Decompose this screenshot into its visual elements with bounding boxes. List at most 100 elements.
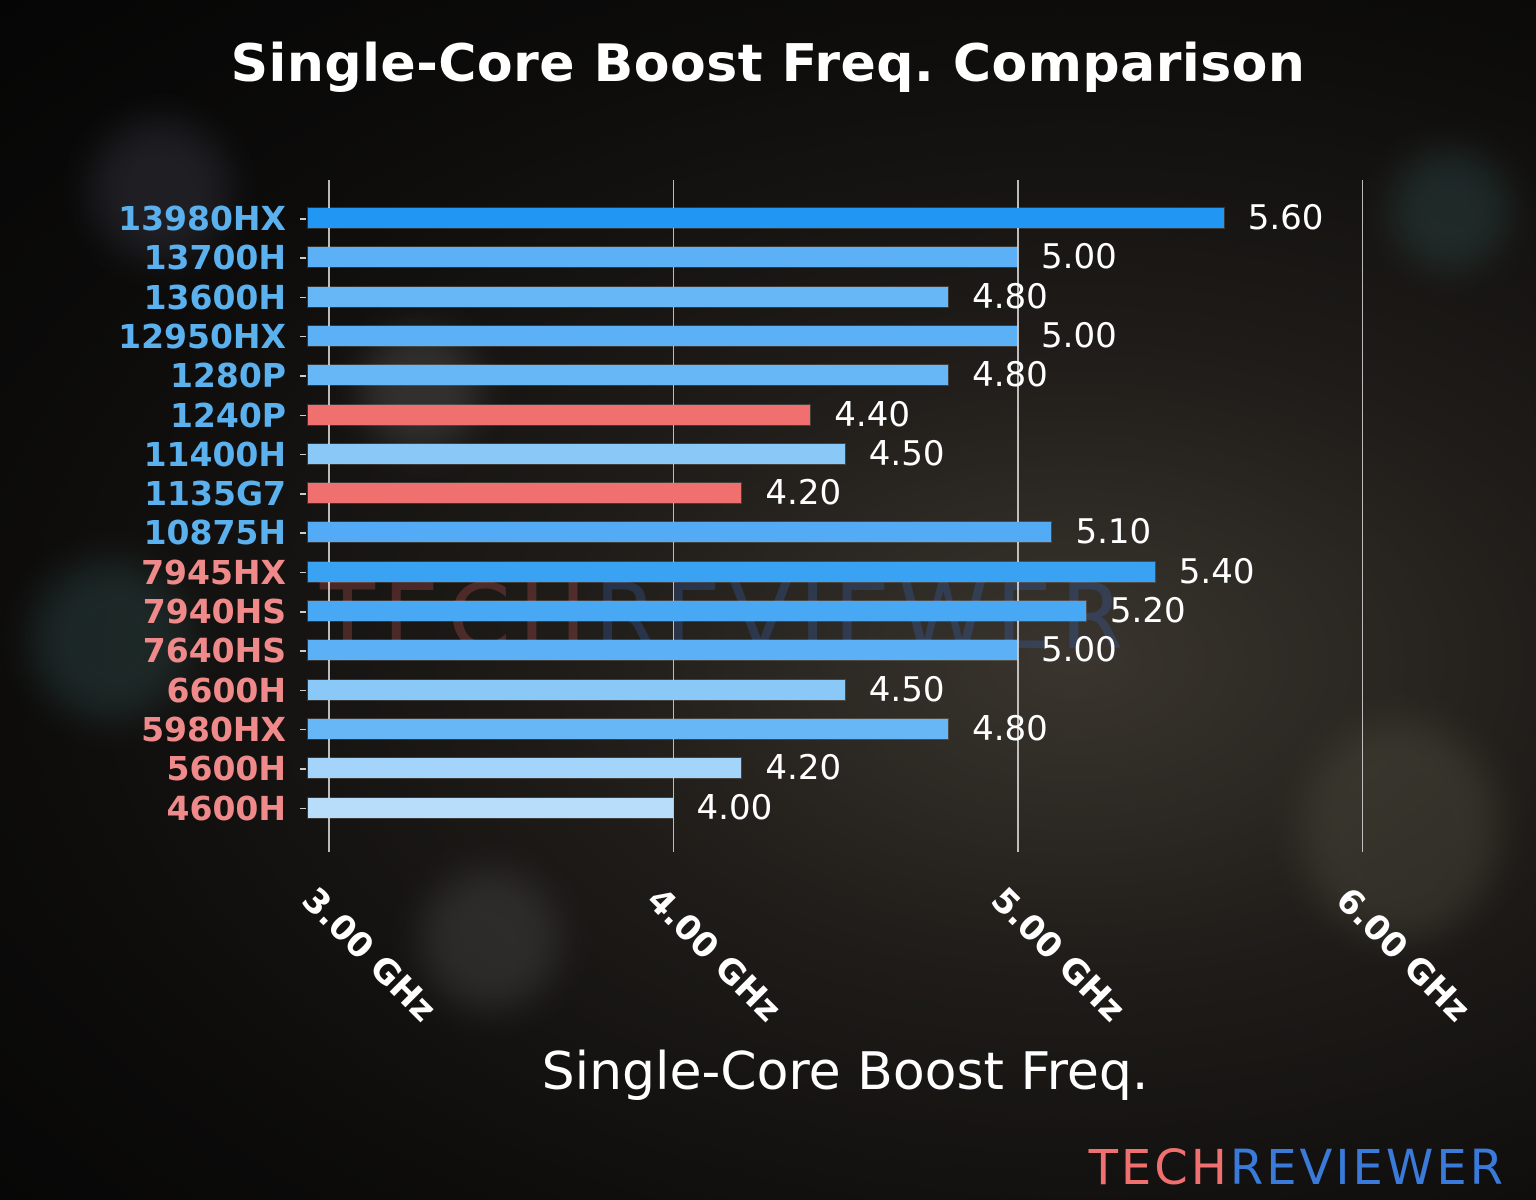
category-label: 5980HX <box>141 709 286 749</box>
value-label: 5.00 <box>1041 237 1117 278</box>
bar <box>308 208 1224 228</box>
y-tick <box>300 768 306 770</box>
value-label: 5.00 <box>1041 630 1117 671</box>
bar-row: 11400H 4.50 <box>0 433 1536 474</box>
value-label: 4.50 <box>868 669 945 710</box>
bar-row: 7640HS 5.00 <box>0 630 1536 671</box>
bar <box>308 483 742 504</box>
y-tick <box>300 807 306 809</box>
bar-row: 13600H 4.80 <box>0 276 1536 317</box>
background-bokeh <box>30 560 190 720</box>
value-label: 4.40 <box>834 394 910 435</box>
y-tick <box>300 335 306 338</box>
bar <box>308 561 1155 582</box>
category-label: 10875H <box>143 513 286 553</box>
gridline <box>1017 180 1019 852</box>
y-tick <box>300 728 306 731</box>
y-tick <box>300 414 306 416</box>
bar <box>308 443 845 464</box>
x-tick-label: 6.00 GHz <box>1327 880 1478 1030</box>
category-label: 7640HS <box>142 631 286 671</box>
brand-tech: TECH <box>1088 1140 1230 1196</box>
bar <box>308 679 845 700</box>
bar-row: 1240P 4.40 <box>0 394 1536 435</box>
bar-row: 13700H 5.00 <box>0 237 1536 278</box>
background-bokeh <box>90 120 230 260</box>
bar-row: 1135G7 4.20 <box>0 473 1536 514</box>
value-label: 4.80 <box>972 276 1048 317</box>
y-tick <box>300 611 306 613</box>
category-label: 7940HS <box>142 592 286 631</box>
y-tick <box>300 689 306 692</box>
background-bokeh <box>1390 150 1510 270</box>
chart-title: Single-Core Boost Freq. Comparison <box>230 34 1306 94</box>
bar-row: 10875H 5.10 <box>0 512 1536 553</box>
x-tick-label: 5.00 GHz <box>982 880 1133 1030</box>
bar <box>308 365 949 386</box>
gridline <box>1361 180 1363 852</box>
bar-row: 6600H 4.50 <box>0 669 1536 710</box>
brand-reviewer: REVIEWER <box>1229 1140 1506 1196</box>
category-label: 5600H <box>166 749 286 789</box>
y-tick <box>300 571 306 574</box>
bar-row: 12950HX 5.00 <box>0 315 1536 356</box>
y-tick <box>300 257 306 259</box>
category-label: 13600H <box>143 277 286 317</box>
bar-row: 7945HX 5.40 <box>0 551 1536 592</box>
bar <box>308 758 742 779</box>
y-tick <box>300 218 306 220</box>
brand-logo: TECHREVIEWER <box>1089 1140 1506 1196</box>
value-label: 4.20 <box>765 473 842 514</box>
value-label: 4.80 <box>972 355 1048 396</box>
value-label: 4.20 <box>765 748 842 789</box>
background-bokeh <box>420 870 560 1010</box>
value-label: 5.00 <box>1041 315 1117 356</box>
x-axis-label: Single-Core Boost Freq. <box>541 1042 1149 1102</box>
category-label: 11400H <box>143 434 286 474</box>
bar-row: 1280P 4.80 <box>0 355 1536 396</box>
y-tick <box>300 296 306 299</box>
bar <box>308 247 1017 268</box>
x-tick-label: 3.00 GHz <box>293 880 444 1030</box>
gridline <box>672 180 674 852</box>
category-label: 4600H <box>166 788 286 828</box>
value-label: 5.10 <box>1075 512 1152 553</box>
bar <box>308 797 673 818</box>
bar-row: 13980HX 5.60 <box>0 198 1536 239</box>
background-bokeh <box>1300 720 1500 940</box>
category-label: 1280P <box>169 356 286 396</box>
y-tick <box>300 493 306 495</box>
value-label: 4.50 <box>868 433 945 474</box>
bar <box>308 286 949 307</box>
y-tick <box>300 375 306 377</box>
value-label: 4.80 <box>972 708 1048 749</box>
background-bokeh <box>360 330 480 450</box>
bar-row: 7940HS 5.20 <box>0 591 1536 632</box>
bar <box>308 718 949 739</box>
category-label: 13980HX <box>118 199 286 238</box>
value-label: 4.00 <box>696 787 773 828</box>
y-tick <box>300 650 306 652</box>
category-label: 6600H <box>166 670 286 710</box>
category-label: 12950HX <box>118 316 286 356</box>
y-tick <box>300 453 306 456</box>
bar-row: 5980HX 4.80 <box>0 708 1536 749</box>
category-label: 13700H <box>143 238 286 278</box>
value-label: 5.20 <box>1109 591 1186 631</box>
bar <box>308 640 1017 661</box>
category-label: 1135G7 <box>144 474 286 514</box>
gridline <box>328 180 330 852</box>
bar <box>308 601 1086 621</box>
x-tick-label: 4.00 GHz <box>638 880 789 1030</box>
category-label: 1240P <box>169 395 286 435</box>
value-label: 5.60 <box>1247 198 1324 238</box>
category-label: 7945HX <box>141 552 286 592</box>
y-tick <box>300 532 306 534</box>
bar-row: 4600H 4.00 <box>0 787 1536 828</box>
value-label: 5.40 <box>1178 551 1255 592</box>
bar-row: 5600H 4.20 <box>0 748 1536 789</box>
bar <box>308 404 811 425</box>
bar <box>308 325 1017 346</box>
bar <box>308 522 1052 543</box>
